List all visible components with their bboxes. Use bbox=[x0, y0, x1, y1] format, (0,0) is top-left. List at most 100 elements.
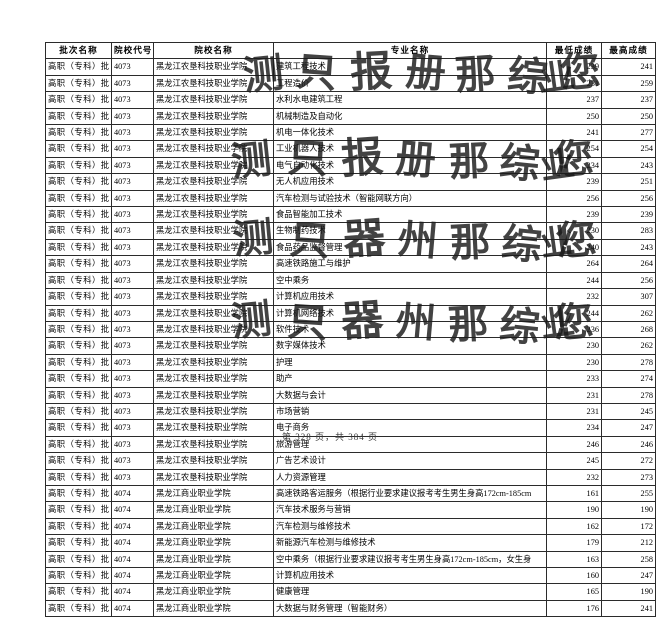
cell-major-name: 助产 bbox=[273, 370, 547, 388]
cell-max-score: 172 bbox=[601, 517, 656, 536]
cell-school-code: 4073 bbox=[111, 156, 154, 175]
cell-max-score: 259 bbox=[601, 74, 656, 93]
cell-batch-name: 高职（专科）批 bbox=[45, 156, 112, 175]
cell-min-score: 230 bbox=[546, 337, 602, 355]
cell-batch-name: 高职（专科）批 bbox=[45, 222, 112, 240]
cell-batch-name: 高职（专科）批 bbox=[45, 566, 112, 585]
table-row: 高职（专科）批 4073 黑龙江农垦科技职业学院 电气自动化技术 234 243 bbox=[45, 156, 656, 175]
cell-school-code: 4073 bbox=[111, 435, 154, 454]
cell-major-name: 市场营销 bbox=[273, 402, 547, 421]
table-row: 高职（专科）批 4074 黑龙江商业职业学院 汽车检测与维修技术 162 172 bbox=[45, 517, 656, 536]
cell-max-score: 190 bbox=[601, 583, 656, 601]
cell-min-score: 264 bbox=[546, 255, 602, 273]
cell-batch-name: 高职（专科）批 bbox=[45, 386, 112, 404]
cell-batch-name: 高职（专科）批 bbox=[45, 501, 112, 519]
cell-max-score: 243 bbox=[601, 156, 656, 175]
cell-batch-name: 高职（专科）批 bbox=[45, 337, 112, 355]
cell-school-code: 4073 bbox=[111, 140, 154, 158]
cell-max-score: 264 bbox=[601, 255, 656, 273]
table-row: 高职（专科）批 4074 黑龙江商业职业学院 高速铁路客运服务（根据行业要求建议报考考… bbox=[45, 484, 656, 503]
admission-score-table: 批次名称 院校代号 院校名称 专业名称 最低成绩 最高成绩 高职（专科）批 407… bbox=[45, 41, 656, 617]
cell-max-score: 247 bbox=[601, 419, 656, 437]
table-body: 高职（专科）批 4073 黑龙江农垦科技职业学院 建筑工程技术 239 241 高职（专科）… bbox=[45, 58, 656, 617]
cell-school-name: 黑龙江农垦科技职业学院 bbox=[153, 320, 274, 339]
table-row: 高职（专科）批 4073 黑龙江农垦科技职业学院 助产 233 274 bbox=[45, 370, 656, 388]
table-row: 高职（专科）批 4073 黑龙江农垦科技职业学院 人力资源管理 232 273 bbox=[45, 468, 656, 486]
cell-min-score: 241 bbox=[546, 124, 602, 142]
cell-min-score: 245 bbox=[546, 452, 602, 470]
cell-school-code: 4073 bbox=[111, 271, 154, 290]
table-row: 高职（专科）批 4074 黑龙江商业职业学院 健康管理 165 190 bbox=[45, 583, 656, 601]
cell-school-name: 黑龙江商业职业学院 bbox=[153, 534, 274, 552]
cell-min-score: 231 bbox=[546, 402, 602, 421]
cell-batch-name: 高职（专科）批 bbox=[45, 452, 112, 470]
cell-min-score: 160 bbox=[546, 566, 602, 585]
cell-min-score: 231 bbox=[546, 386, 602, 404]
cell-major-name: 汽车技术服务与营销 bbox=[273, 501, 547, 519]
cell-batch-name: 高职（专科）批 bbox=[45, 370, 112, 388]
cell-min-score: 250 bbox=[546, 107, 602, 126]
cell-school-code: 4073 bbox=[111, 468, 154, 486]
table-row: 高职（专科）批 4073 黑龙江农垦科技职业学院 旅游管理 246 246 bbox=[45, 435, 656, 454]
cell-min-score: 234 bbox=[546, 419, 602, 437]
cell-max-score: 241 bbox=[601, 58, 656, 76]
cell-max-score: 243 bbox=[601, 238, 656, 257]
cell-school-code: 4074 bbox=[111, 566, 154, 585]
header-school-name: 院校名称 bbox=[153, 41, 274, 60]
cell-max-score: 268 bbox=[601, 320, 656, 339]
cell-max-score: 283 bbox=[601, 222, 656, 240]
cell-batch-name: 高职（专科）批 bbox=[45, 517, 112, 536]
cell-max-score: 246 bbox=[601, 435, 656, 454]
cell-min-score: 231 bbox=[546, 74, 602, 93]
cell-max-score: 190 bbox=[601, 501, 656, 519]
cell-school-code: 4073 bbox=[111, 337, 154, 355]
cell-batch-name: 高职（专科）批 bbox=[45, 255, 112, 273]
cell-max-score: 245 bbox=[601, 402, 656, 421]
table-row: 高职（专科）批 4073 黑龙江农垦科技职业学院 数字媒体技术 230 262 bbox=[45, 337, 656, 355]
cell-major-name: 新能源汽车检测与维修技术 bbox=[273, 534, 547, 552]
cell-major-name: 人力资源管理 bbox=[273, 468, 547, 486]
cell-school-name: 黑龙江农垦科技职业学院 bbox=[153, 353, 274, 372]
cell-batch-name: 高职（专科）批 bbox=[45, 484, 112, 503]
cell-max-score: 247 bbox=[601, 566, 656, 585]
table-header-row: 批次名称 院校代号 院校名称 专业名称 最低成绩 最高成绩 bbox=[45, 41, 656, 60]
cell-school-code: 4073 bbox=[111, 58, 154, 76]
cell-major-name: 计算机应用技术 bbox=[273, 566, 547, 585]
cell-max-score: 241 bbox=[601, 599, 656, 617]
cell-batch-name: 高职（专科）批 bbox=[45, 402, 112, 421]
cell-school-name: 黑龙江商业职业学院 bbox=[153, 484, 274, 503]
cell-school-name: 黑龙江商业职业学院 bbox=[153, 566, 274, 585]
cell-major-name: 计算机应用技术 bbox=[273, 288, 547, 306]
table-row: 高职（专科）批 4073 黑龙江农垦科技职业学院 高速铁路施工与维护 264 264 bbox=[45, 255, 656, 273]
cell-max-score: 237 bbox=[601, 91, 656, 109]
cell-school-name: 黑龙江农垦科技职业学院 bbox=[153, 452, 274, 470]
cell-school-code: 4073 bbox=[111, 189, 154, 208]
cell-school-code: 4074 bbox=[111, 534, 154, 552]
cell-batch-name: 高职（专科）批 bbox=[45, 173, 112, 191]
cell-school-code: 4073 bbox=[111, 74, 154, 93]
cell-batch-name: 高职（专科）批 bbox=[45, 140, 112, 158]
table-row: 高职（专科）批 4073 黑龙江农垦科技职业学院 广告艺术设计 245 272 bbox=[45, 452, 656, 470]
table-row: 高职（专科）批 4073 黑龙江农垦科技职业学院 空中乘务 244 256 bbox=[45, 271, 656, 290]
cell-min-score: 162 bbox=[546, 517, 602, 536]
cell-major-name: 工程造价 bbox=[273, 74, 547, 93]
cell-batch-name: 高职（专科）批 bbox=[45, 435, 112, 454]
table-row: 高职（专科）批 4073 黑龙江农垦科技职业学院 汽车检测与试验技术（智能网联方向） 2… bbox=[45, 189, 656, 208]
cell-major-name: 工业机器人技术 bbox=[273, 140, 547, 158]
cell-school-name: 黑龙江农垦科技职业学院 bbox=[153, 124, 274, 142]
cell-school-name: 黑龙江农垦科技职业学院 bbox=[153, 271, 274, 290]
cell-max-score: 250 bbox=[601, 107, 656, 126]
cell-school-code: 4073 bbox=[111, 288, 154, 306]
cell-max-score: 262 bbox=[601, 304, 656, 322]
table-row: 高职（专科）批 4073 黑龙江农垦科技职业学院 计算机网络技术 244 262 bbox=[45, 304, 656, 322]
cell-min-score: 239 bbox=[546, 58, 602, 76]
cell-school-name: 黑龙江农垦科技职业学院 bbox=[153, 91, 274, 109]
cell-batch-name: 高职（专科）批 bbox=[45, 550, 112, 569]
cell-batch-name: 高职（专科）批 bbox=[45, 583, 112, 601]
table-row: 高职（专科）批 4073 黑龙江农垦科技职业学院 水利水电建筑工程 237 237 bbox=[45, 91, 656, 109]
cell-major-name: 软件技术 bbox=[273, 320, 547, 339]
cell-school-name: 黑龙江农垦科技职业学院 bbox=[153, 304, 274, 322]
table-row: 高职（专科）批 4073 黑龙江农垦科技职业学院 建筑工程技术 239 241 bbox=[45, 58, 656, 76]
cell-max-score: 262 bbox=[601, 337, 656, 355]
cell-min-score: 232 bbox=[546, 288, 602, 306]
